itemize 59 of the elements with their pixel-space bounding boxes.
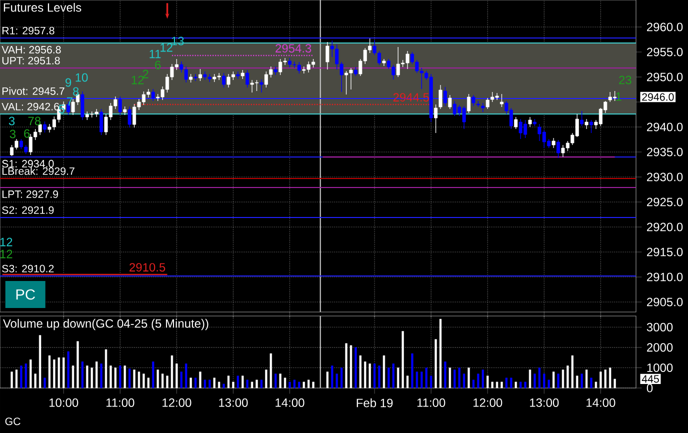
chart-title: Futures Levels — [4, 2, 82, 12]
x-tick-label: 14:00 — [586, 398, 616, 407]
x-tick-label: 12:00 — [474, 398, 502, 407]
x-tick-label: 11:00 — [417, 398, 446, 407]
text: 445 — [642, 375, 659, 383]
annotation: 12 — [0, 238, 12, 246]
y-tick-label: 2930.0 — [647, 172, 683, 182]
annotation: 12 — [160, 43, 172, 52]
ref-line-label: Pivot: 2945.7 — [2, 87, 64, 95]
annotation: 6 — [24, 129, 30, 138]
y-tick-label: 2910.0 — [647, 272, 683, 282]
annotation: 9 — [66, 78, 72, 87]
chart-title: Volume up down(GC 04-25 (5 Minute)) — [3, 318, 208, 330]
annotation: 12 — [132, 76, 144, 84]
annotation: 6 — [155, 60, 161, 70]
ref-line-label: S3: 2910.2 — [2, 264, 54, 272]
series-label: 2910.5 — [130, 263, 166, 272]
y-tick-label: 0 — [646, 384, 653, 392]
annotation: PC — [16, 289, 35, 300]
ref-line-label: LPT: 2927.9 — [2, 190, 58, 198]
y-tick-label: 2950.0 — [647, 72, 683, 82]
x-tick-label: 11:00 — [106, 398, 134, 407]
annotation: 5 — [58, 104, 65, 114]
y-tick-label: 2955.0 — [647, 48, 683, 56]
annotation: 10 — [76, 73, 88, 82]
y-tick-label: 2925.0 — [647, 198, 683, 206]
series-label: 2954.3 — [276, 44, 312, 53]
y-tick-label: 3000 — [646, 322, 673, 332]
x-tick-label: 14:00 — [276, 398, 304, 407]
annotation: 11 — [150, 50, 161, 58]
ref-line-label: VAH: 2956.8 — [2, 46, 61, 54]
ref-line-label: S2: 2921.9 — [2, 206, 54, 214]
annotation: 23 — [619, 76, 632, 84]
x-tick-label: 13:00 — [219, 398, 248, 407]
annotation: 3 — [8, 116, 15, 126]
x-tick-label: 10:00 — [50, 398, 78, 407]
text: 2946.0 — [642, 93, 674, 101]
x-tick-label: Feb 19 — [356, 398, 393, 408]
text: GC — [5, 418, 20, 426]
annotation: 8 — [73, 87, 79, 96]
annotation: 2 — [142, 70, 148, 78]
ref-line-label: S1: 2934.0 — [2, 160, 54, 168]
y-tick-label: 2905.0 — [647, 298, 683, 306]
y-tick-label: 1000 — [647, 363, 673, 372]
ref-line-label: VAL: 2942.6 — [2, 102, 60, 110]
y-tick-label: 2940.0 — [647, 122, 683, 132]
ref-line-label: UPT: 2951.8 — [2, 56, 60, 64]
annotation: 7 — [67, 97, 72, 106]
x-tick-label: 13:00 — [530, 398, 559, 407]
ref-line-label: LBreak: 2929.7 — [2, 167, 74, 175]
y-tick-label: 2915.0 — [647, 248, 683, 256]
annotation: 3 — [10, 130, 16, 138]
ref-line-label: R1: 2957.8 — [2, 26, 54, 34]
x-tick-label: 12:00 — [162, 398, 192, 407]
y-tick-label: 2000 — [647, 343, 673, 352]
y-tick-label: 2935.0 — [647, 148, 683, 156]
y-tick-label: 2960.0 — [647, 22, 683, 32]
y-tick-label: 2920.0 — [647, 222, 683, 232]
annotation: 78 — [28, 116, 41, 126]
